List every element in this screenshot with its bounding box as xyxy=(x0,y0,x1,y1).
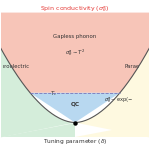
Text: rroelectric: rroelectric xyxy=(2,64,29,69)
Text: $\sigma_{\theta}^{a} \sim T^2$: $\sigma_{\theta}^{a} \sim T^2$ xyxy=(65,47,85,58)
Text: $\sigma_{\theta}^{a} \sim \exp(-$: $\sigma_{\theta}^{a} \sim \exp(-$ xyxy=(104,95,134,105)
Text: $T_c$: $T_c$ xyxy=(50,89,57,98)
Polygon shape xyxy=(75,13,150,137)
Text: Gapless phonon: Gapless phonon xyxy=(53,34,97,39)
Polygon shape xyxy=(0,13,75,137)
Polygon shape xyxy=(1,123,75,137)
Text: QC: QC xyxy=(70,102,80,106)
Text: Spin conductivity ($\sigma_{\theta}^{a}$): Spin conductivity ($\sigma_{\theta}^{a}$… xyxy=(40,4,110,14)
Polygon shape xyxy=(30,93,120,123)
Text: Tuning parameter ($\delta$): Tuning parameter ($\delta$) xyxy=(43,137,107,146)
Polygon shape xyxy=(75,123,149,137)
Text: Parae: Parae xyxy=(124,64,139,69)
Polygon shape xyxy=(0,13,150,93)
